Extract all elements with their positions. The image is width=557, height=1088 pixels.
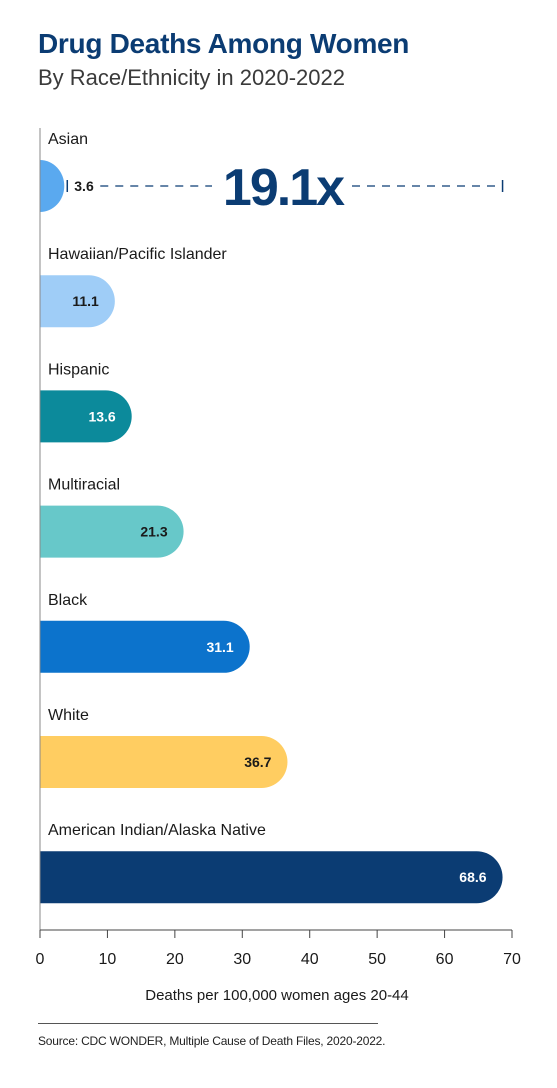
x-tick-label: 0 — [36, 951, 45, 968]
x-tick-label: 10 — [99, 951, 117, 968]
category-label: Hawaiian/Pacific Islander — [48, 246, 227, 263]
x-tick-label: 30 — [233, 951, 251, 968]
value-label: 31.1 — [206, 639, 233, 655]
category-label: Hispanic — [48, 361, 109, 378]
category-label: American Indian/Alaska Native — [48, 822, 266, 839]
category-label: White — [48, 707, 89, 724]
bar — [40, 160, 65, 212]
chart-subtitle: By Race/Ethnicity in 2020-2022 — [38, 65, 345, 90]
source-note: Source: CDC WONDER, Multiple Cause of De… — [38, 1034, 386, 1048]
value-label: 68.6 — [459, 869, 486, 885]
x-tick-label: 60 — [436, 951, 454, 968]
bar — [40, 736, 288, 788]
ratio-annotation: 19.1x — [223, 159, 345, 217]
value-label: 3.6 — [74, 178, 94, 194]
bar — [40, 505, 184, 558]
x-tick-label: 20 — [166, 951, 184, 968]
x-axis-label: Deaths per 100,000 women ages 20-44 — [145, 987, 409, 1004]
category-label: Asian — [48, 131, 88, 148]
bar — [40, 275, 115, 328]
category-label: Multiracial — [48, 477, 120, 494]
bar — [40, 620, 250, 673]
x-tick-label: 70 — [503, 951, 521, 968]
value-label: 11.1 — [72, 293, 99, 309]
value-label: 21.3 — [140, 524, 167, 540]
source-divider — [38, 1023, 378, 1024]
value-label: 13.6 — [88, 408, 115, 424]
category-label: Black — [48, 592, 88, 609]
x-tick-label: 50 — [368, 951, 386, 968]
x-tick-label: 40 — [301, 951, 319, 968]
value-label: 36.7 — [244, 754, 271, 770]
bar — [40, 851, 503, 904]
chart-title: Drug Deaths Among Women — [38, 28, 410, 59]
bar — [40, 390, 132, 443]
bar-chart: Asian 3.6 19.1x Hawaiian/Pacific Islander 11… — [36, 128, 521, 1004]
